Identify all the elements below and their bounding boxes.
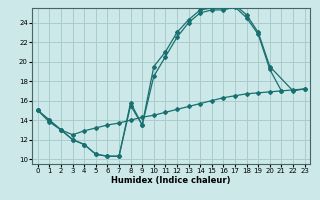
X-axis label: Humidex (Indice chaleur): Humidex (Indice chaleur) bbox=[111, 176, 231, 185]
